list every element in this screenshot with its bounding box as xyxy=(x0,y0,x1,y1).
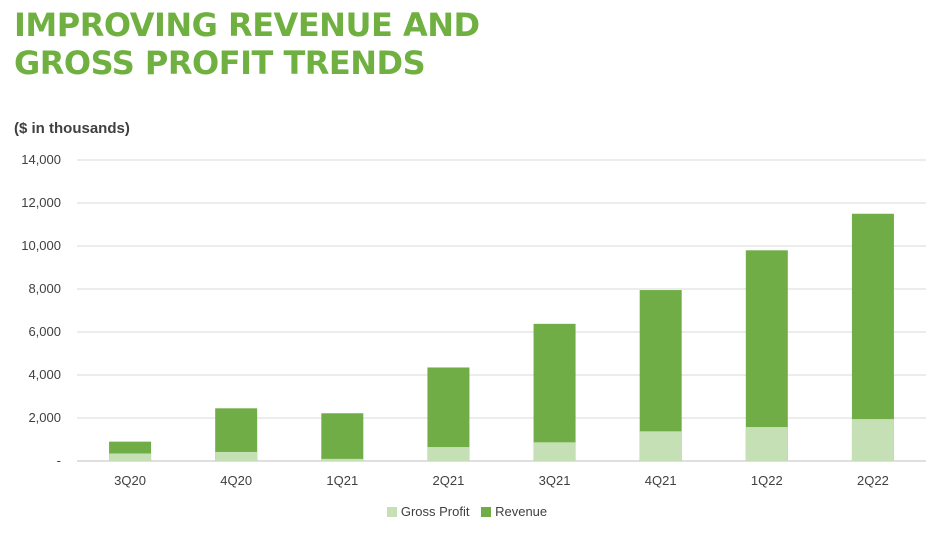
bar-gross-profit xyxy=(215,451,258,461)
legend: Gross Profit Revenue xyxy=(0,504,934,519)
y-tick-label: 14,000 xyxy=(21,152,61,167)
page-title: IMPROVING REVENUE AND GROSS PROFIT TREND… xyxy=(14,6,480,82)
y-tick-label: 2,000 xyxy=(28,410,61,425)
bar-gross-profit xyxy=(533,442,576,461)
bar-gross-profit xyxy=(851,419,894,461)
title-line-2: GROSS PROFIT TRENDS xyxy=(14,44,426,82)
x-tick-label: 4Q21 xyxy=(645,473,677,488)
legend-swatch-gross-profit xyxy=(386,507,397,517)
legend-swatch-revenue xyxy=(481,507,492,517)
bar-revenue xyxy=(533,323,576,461)
legend-item-revenue: Revenue xyxy=(481,504,547,519)
y-tick-label: 6,000 xyxy=(28,324,61,339)
bar-gross-profit xyxy=(321,458,364,461)
bar-revenue xyxy=(321,413,364,461)
x-tick-label: 2Q21 xyxy=(433,473,465,488)
x-tick-label: 1Q22 xyxy=(751,473,783,488)
units-label: ($ in thousands) xyxy=(14,120,130,137)
grid-layer xyxy=(77,159,926,462)
legend-label-gross-profit: Gross Profit xyxy=(400,504,470,519)
bar-gross-profit xyxy=(639,431,682,461)
bar-revenue xyxy=(427,367,470,461)
y-tick-label: 8,000 xyxy=(28,281,61,296)
x-tick-label: 3Q21 xyxy=(539,473,571,488)
legend-label-revenue: Revenue xyxy=(495,504,548,519)
bar-layer xyxy=(109,213,894,461)
y-tick-label: 12,000 xyxy=(21,195,61,210)
x-tick-label: 2Q22 xyxy=(857,473,889,488)
x-tick-label: 4Q20 xyxy=(220,473,252,488)
bar-revenue xyxy=(745,250,788,461)
bar-gross-profit xyxy=(745,427,788,461)
y-tick-label: 4,000 xyxy=(28,367,61,382)
y-tick-label: 10,000 xyxy=(21,238,61,253)
title-line-1: IMPROVING REVENUE AND xyxy=(14,6,480,44)
x-tick-label: 3Q20 xyxy=(114,473,146,488)
legend-item-gross-profit: Gross Profit xyxy=(386,504,470,519)
y-tick-label: - xyxy=(57,453,61,468)
x-tick-label: 1Q21 xyxy=(326,473,358,488)
bar-gross-profit xyxy=(427,447,470,461)
bar-gross-profit xyxy=(109,453,152,461)
label-layer: - 2,000 4,000 6,000 8,000 10,000 12,000 14,000 3… xyxy=(21,152,889,488)
